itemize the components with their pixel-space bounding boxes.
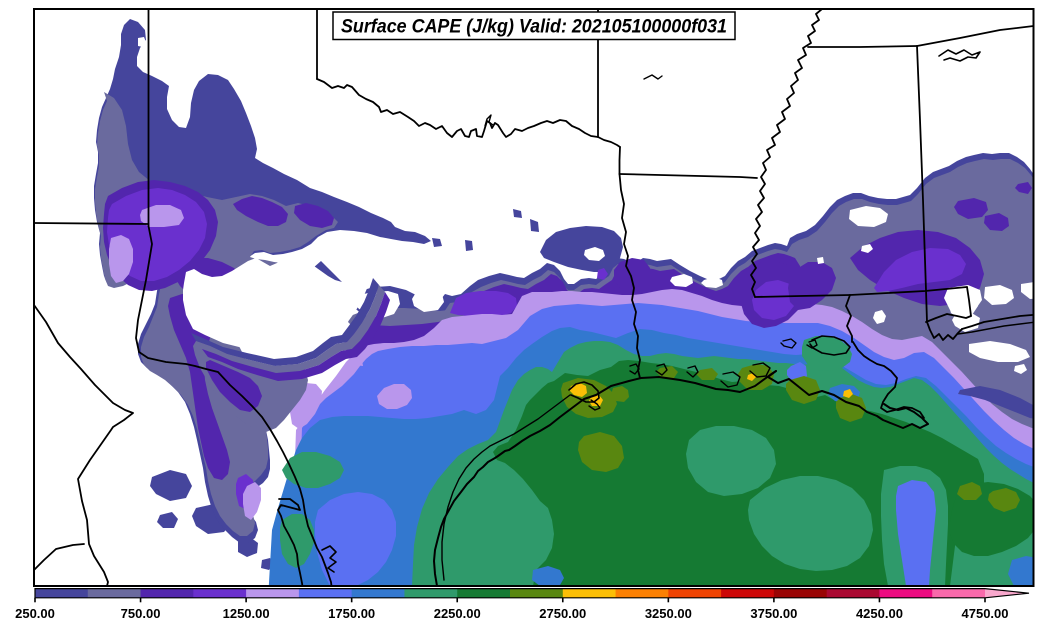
svg-text:2250.00: 2250.00 xyxy=(434,606,481,621)
svg-text:250.00: 250.00 xyxy=(15,606,55,621)
svg-text:Surface CAPE (J/kg) Valid: 202: Surface CAPE (J/kg) Valid: 202105100000f… xyxy=(341,16,727,38)
svg-text:3750.00: 3750.00 xyxy=(750,606,797,621)
svg-text:750.00: 750.00 xyxy=(121,606,161,621)
svg-text:2750.00: 2750.00 xyxy=(539,606,586,621)
svg-text:3250.00: 3250.00 xyxy=(645,606,692,621)
svg-text:4750.00: 4750.00 xyxy=(962,606,1009,621)
svg-text:4250.00: 4250.00 xyxy=(856,606,903,621)
svg-text:1250.00: 1250.00 xyxy=(223,606,270,621)
svg-text:1750.00: 1750.00 xyxy=(328,606,375,621)
